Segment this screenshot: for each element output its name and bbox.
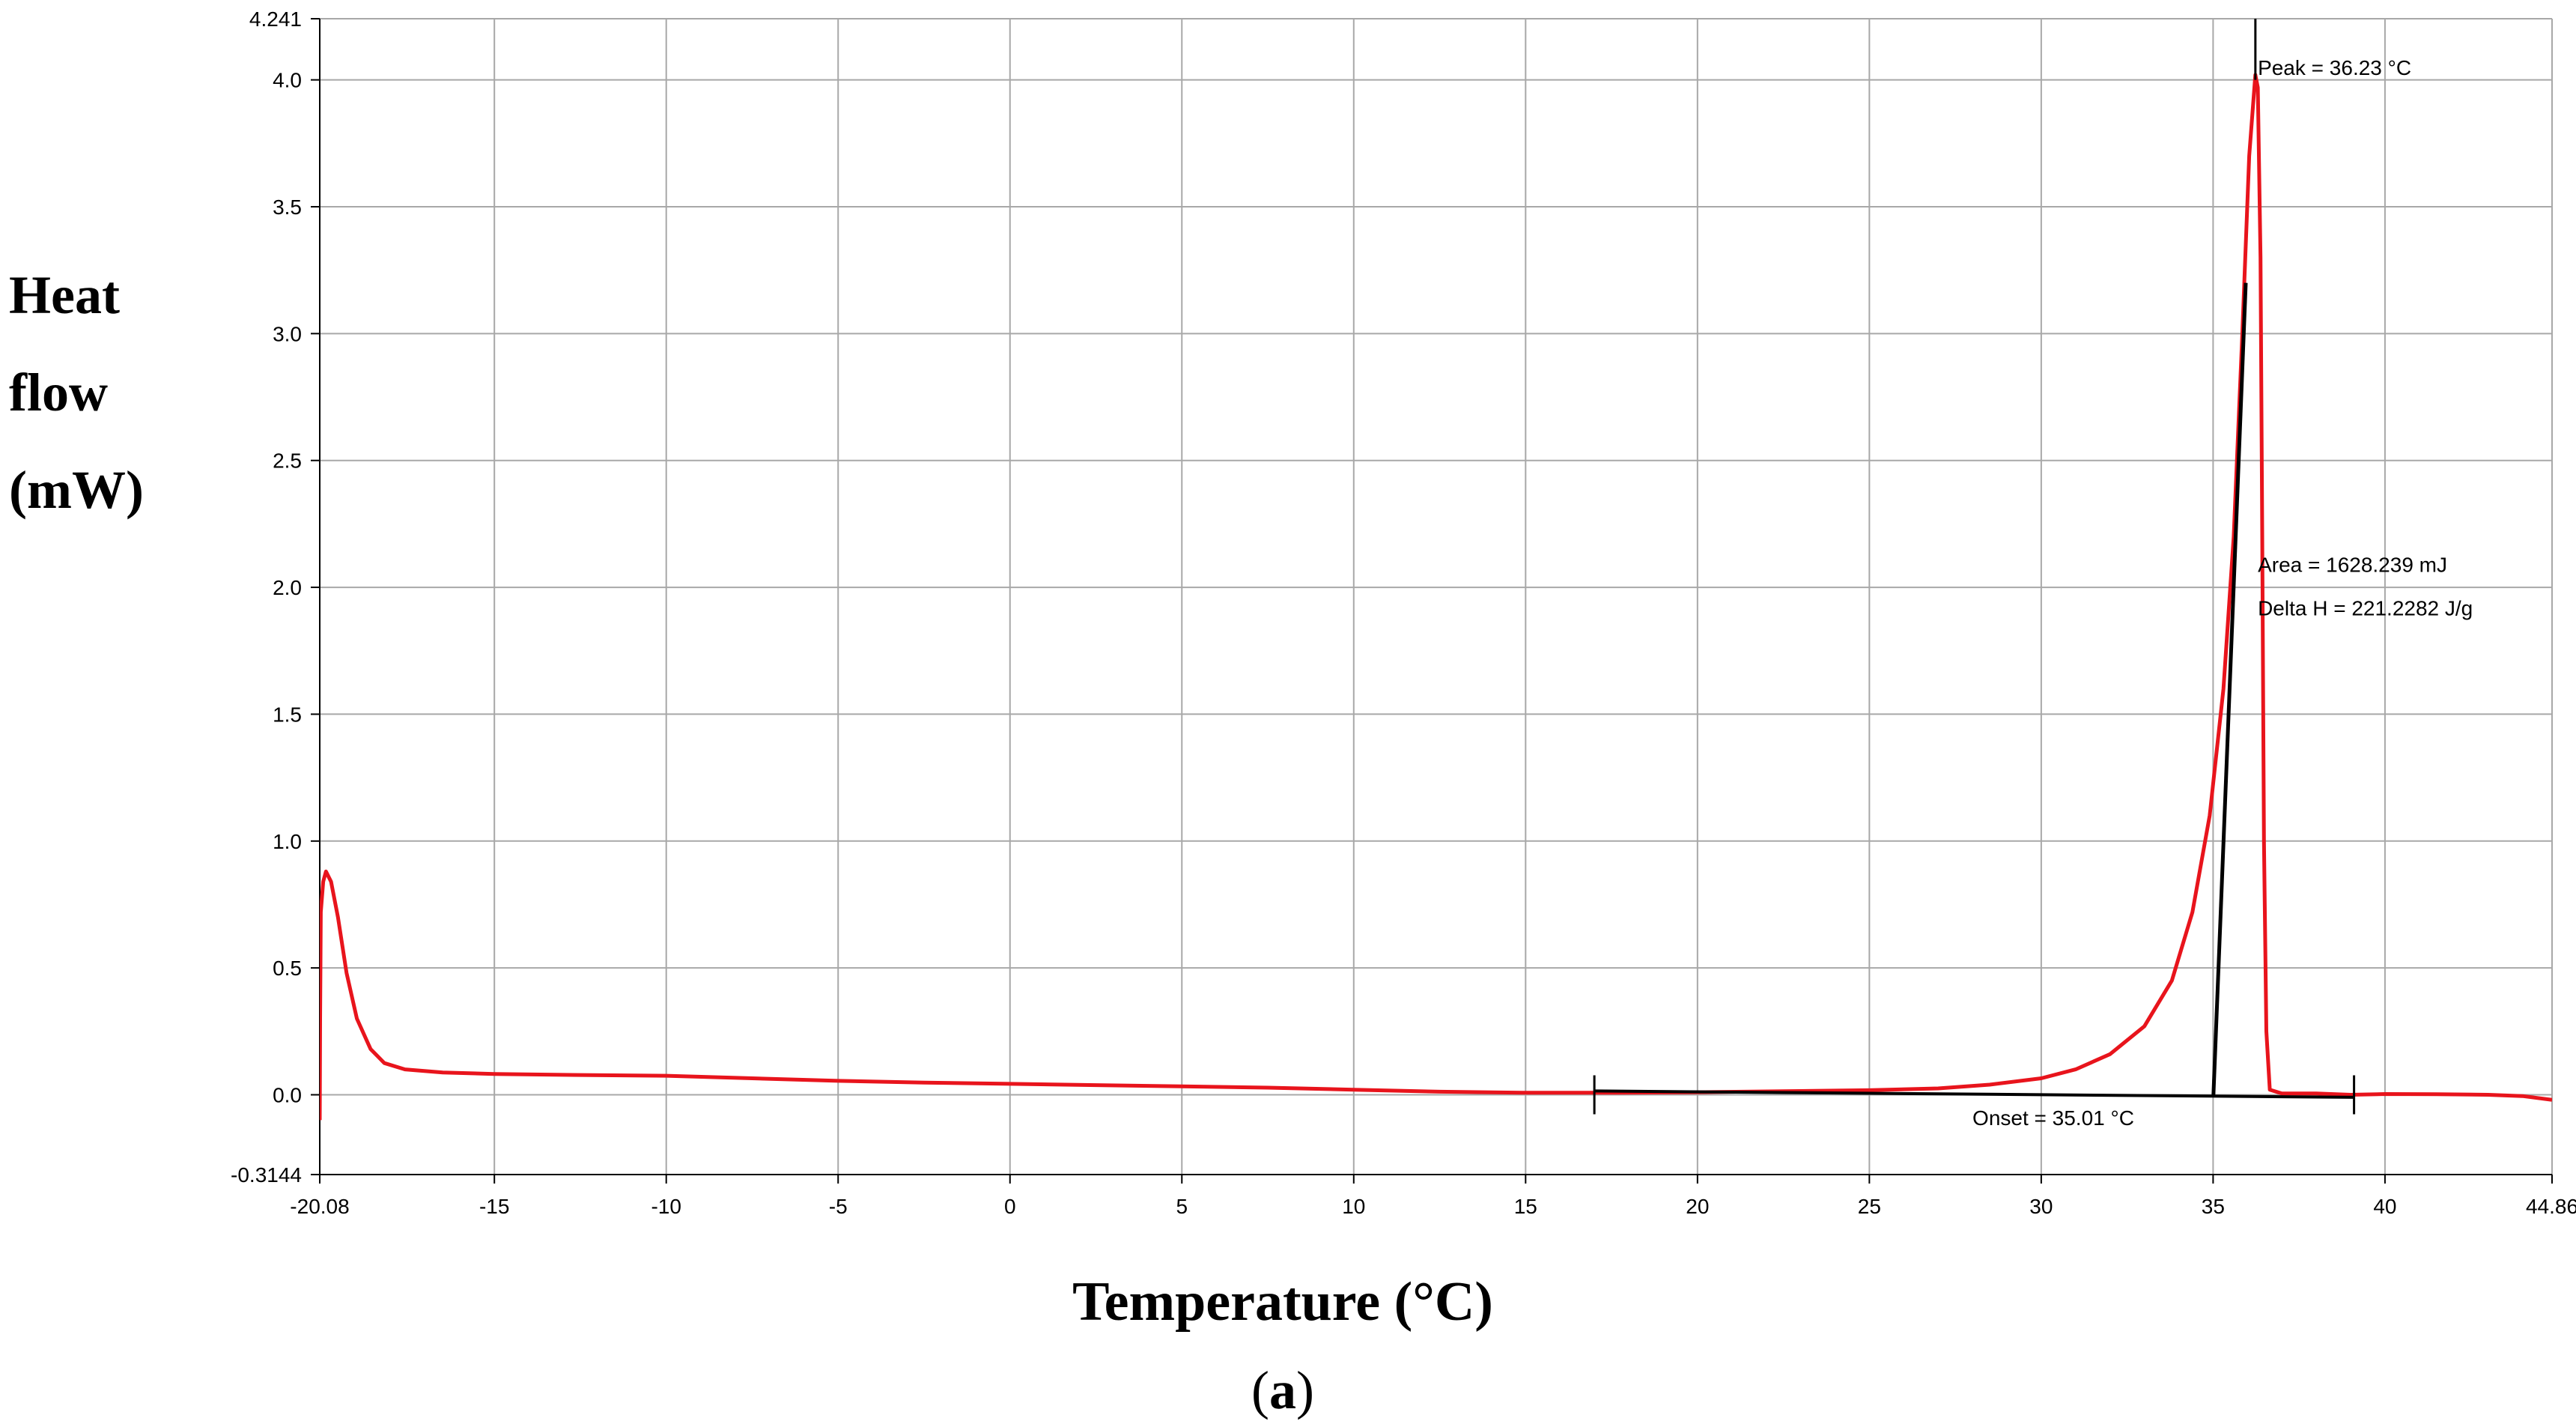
x-tick-label: 25: [1858, 1195, 1881, 1218]
y-tick-label: 4.241: [249, 7, 302, 31]
y-tick-label: -0.3144: [231, 1163, 302, 1187]
x-tick-label: 35: [2202, 1195, 2225, 1218]
x-tick-label: 10: [1342, 1195, 1365, 1218]
x-tick-label: 20: [1686, 1195, 1709, 1218]
y-tick-label: 3.0: [273, 322, 302, 345]
series-layer: [320, 73, 2552, 1121]
annotations: Peak = 36.23 °C Area = 1628.239 mJ Delta H…: [1972, 56, 2473, 1130]
caption-close-paren: ): [1296, 1360, 1314, 1420]
annotation-peak: Peak = 36.23 °C: [2258, 56, 2411, 79]
x-tick-labels: -20.08 -15 -10 -5 0 5 10 15 20 25 30 35 40 44.86: [290, 1175, 2576, 1218]
x-tick-label: -5: [829, 1195, 848, 1218]
y-axis-label: Heat flow (mW): [9, 265, 144, 520]
x-tick-label: 0: [1004, 1195, 1016, 1218]
y-tick-label: 0.0: [273, 1084, 302, 1107]
annotation-onset: Onset = 35.01 °C: [1972, 1106, 2134, 1130]
onset-tangent-line: [2211, 282, 2248, 1095]
y-axis-label-line-2: flow: [9, 363, 108, 422]
annotation-area: Area = 1628.239 mJ: [2258, 554, 2447, 577]
x-tick-label: 5: [1176, 1195, 1188, 1218]
x-tick-label: -15: [479, 1195, 509, 1218]
caption-open-paren: (: [1251, 1360, 1269, 1420]
x-tick-label: -10: [651, 1195, 681, 1218]
figure-caption: (a): [1251, 1360, 1314, 1420]
y-tick-label: 3.5: [273, 196, 302, 219]
x-tick-label: 44.86: [2526, 1195, 2576, 1218]
y-tick-label: 4.0: [273, 69, 302, 92]
y-axis-label-line-1: Heat: [9, 265, 120, 325]
y-tick-label: 2.0: [273, 576, 302, 599]
y-tick-label: 1.0: [273, 830, 302, 853]
x-tick-label: 30: [2029, 1195, 2053, 1218]
analysis-lines: [1593, 19, 2356, 1115]
heat-flow-curve: [320, 73, 2552, 1121]
x-axis-label: Temperature (°C): [1072, 1271, 1493, 1333]
y-tick-labels: -0.3144 0.0 0.5 1.0 1.5 2.0 2.5 3.0 3.5 4.0 4.241: [231, 7, 320, 1187]
y-tick-label: 0.5: [273, 957, 302, 980]
x-tick-label: 15: [1514, 1195, 1537, 1218]
caption-letter: a: [1269, 1360, 1296, 1420]
annotation-deltah: Delta H = 221.2282 J/g: [2258, 596, 2473, 619]
x-tick-label: -20.08: [290, 1195, 349, 1218]
baseline-line: [1594, 1089, 2354, 1099]
y-tick-label: 2.5: [273, 449, 302, 473]
y-tick-label: 1.5: [273, 703, 302, 726]
y-axis-label-line-3: (mW): [9, 460, 144, 520]
x-tick-label: 40: [2373, 1195, 2396, 1218]
